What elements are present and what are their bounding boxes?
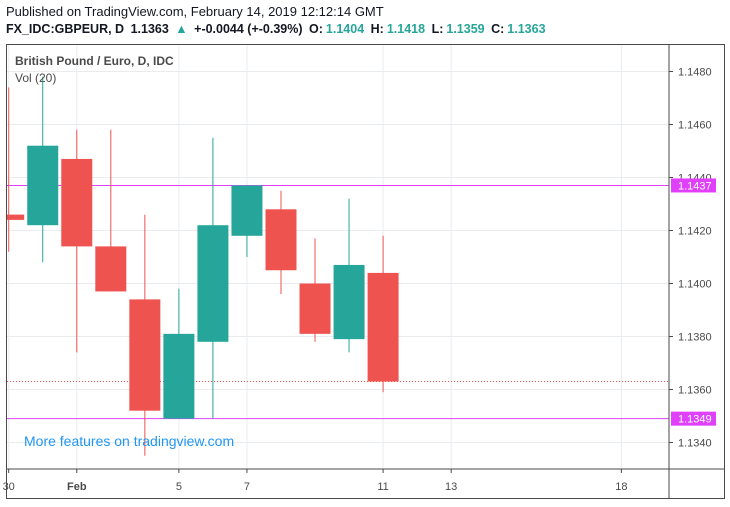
candle[interactable] (197, 137, 229, 419)
chart-frame[interactable] (6, 44, 725, 499)
quote-line: FX_IDC:GBPEUR, D 1.1363 ▲ +-0.0044 (+-0.… (6, 22, 549, 36)
high-value: 1.1418 (386, 22, 426, 36)
y-tick-label: 1.1400 (678, 279, 712, 291)
candle-body (95, 246, 127, 292)
last-price: 1.1363 (130, 22, 169, 36)
x-tick-label: 11 (377, 481, 388, 493)
candle-body (129, 299, 161, 411)
price-axis[interactable]: 1.14801.14601.14401.14201.14001.13801.13… (668, 45, 716, 499)
volume-indicator-label: Vol (20) (15, 71, 57, 85)
close-label: C: (491, 22, 505, 36)
x-tick-label: 18 (615, 481, 627, 493)
candle[interactable] (7, 87, 25, 252)
symbol-label[interactable]: FX_IDC:GBPEUR, D (6, 22, 125, 36)
price-label-box (671, 178, 716, 193)
candle[interactable] (163, 288, 195, 419)
candle[interactable] (95, 129, 127, 292)
candle-body (333, 264, 365, 340)
candle-body (367, 272, 399, 382)
candle-body (197, 225, 229, 342)
low-label: L: (431, 22, 444, 36)
candle[interactable] (61, 129, 93, 353)
y-tick-label: 1.1340 (678, 438, 712, 450)
y-tick-label: 1.1360 (678, 385, 712, 397)
y-tick-label: 1.1380 (678, 332, 712, 344)
y-tick-label: 1.1420 (678, 226, 712, 238)
horizontal-lines (7, 184, 669, 420)
candle-body (299, 283, 331, 334)
candle[interactable] (299, 238, 331, 342)
x-tick-label: 5 (176, 481, 182, 493)
candle[interactable] (333, 198, 365, 353)
candle[interactable] (367, 235, 399, 393)
price-label-text: 1.1349 (678, 414, 712, 426)
price-label-box (671, 411, 716, 426)
candle-body (265, 209, 297, 271)
y-tick-label: 1.1460 (678, 120, 712, 132)
price-label-text: 1.1437 (678, 180, 712, 192)
candle[interactable] (129, 214, 161, 456)
candle[interactable] (265, 190, 297, 295)
close-value: 1.1363 (507, 22, 546, 36)
candle-body (61, 158, 93, 247)
x-tick-label: 30 (3, 481, 15, 493)
candle[interactable] (27, 76, 59, 263)
open-label: O: (309, 22, 323, 36)
time-axis[interactable]: 30 Feb 5 7 11 13 18 (3, 468, 725, 493)
candle-body (27, 145, 59, 226)
price-change: +-0.0044 (+-0.39%) (194, 22, 303, 36)
x-tick-label: 7 (244, 481, 250, 493)
candle-body (163, 333, 195, 419)
candle-body (7, 214, 25, 220)
up-arrow-icon: ▲ (175, 22, 188, 36)
tradingview-watermark[interactable]: More features on tradingview.com (24, 433, 235, 449)
x-tick-label: Feb (67, 481, 87, 493)
y-tick-label: 1.1480 (678, 67, 712, 79)
candle-body (231, 185, 263, 236)
candle[interactable] (231, 185, 263, 257)
low-value: 1.1359 (446, 22, 485, 36)
candles[interactable] (7, 76, 399, 456)
x-tick-label: 13 (445, 481, 457, 493)
high-label: H: (370, 22, 384, 36)
published-info: Published on TradingView.com, February 1… (6, 4, 384, 19)
open-value: 1.1404 (325, 22, 365, 36)
chart-title: British Pound / Euro, D, IDC (15, 54, 174, 68)
